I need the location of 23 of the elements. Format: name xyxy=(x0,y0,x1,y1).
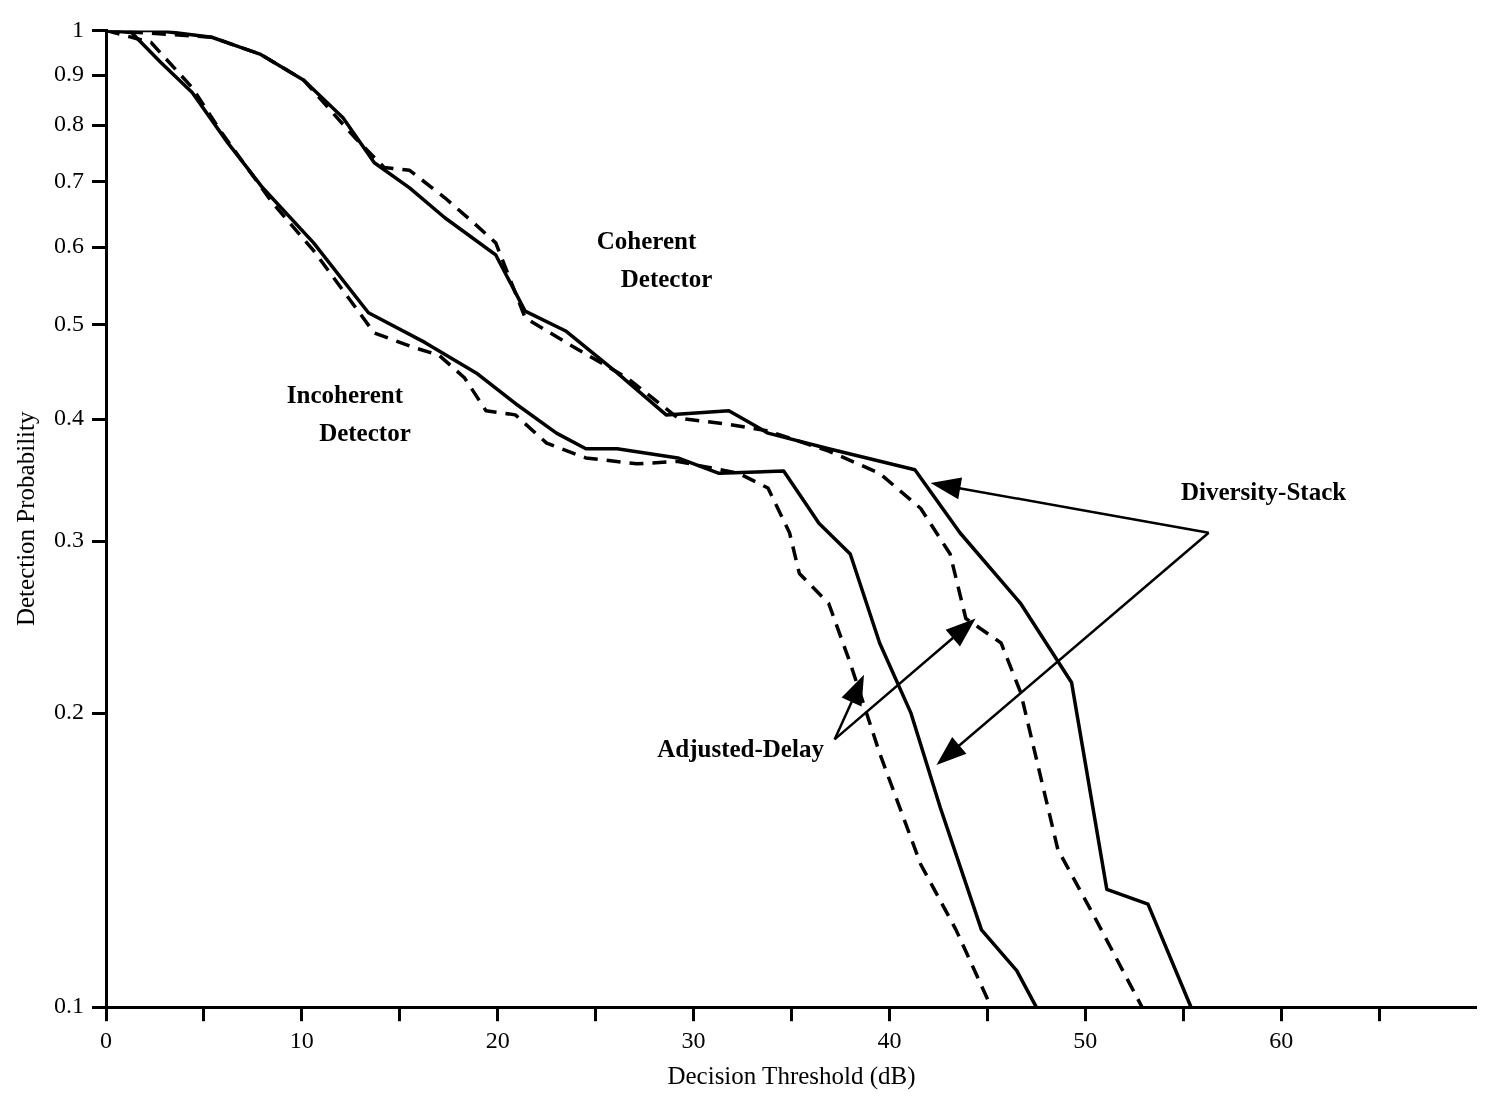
x-tick-label: 30 xyxy=(681,1026,706,1053)
annotation: Diversity-Stack xyxy=(1180,477,1347,505)
x-tick-label: 10 xyxy=(289,1026,314,1053)
y-tick-label: 0.5 xyxy=(54,309,84,336)
x-tick-label: 50 xyxy=(1073,1026,1098,1053)
y-tick-label: 0.2 xyxy=(54,698,84,725)
y-tick-label: 0.9 xyxy=(54,60,84,87)
annotation: Coherent Detector xyxy=(596,226,713,292)
annotation: Adjusted-Delay xyxy=(657,735,825,763)
y-tick-label: 0.7 xyxy=(54,167,84,194)
x-tick-label: 40 xyxy=(877,1026,902,1053)
annotation: Incoherent Detector xyxy=(286,381,411,447)
x-axis-title: Decision Threshold (dB) xyxy=(667,1061,916,1090)
y-tick-label: 0.8 xyxy=(54,110,84,137)
y-axis-title: Detection Probability xyxy=(11,411,39,627)
x-tick-label: 20 xyxy=(485,1026,510,1053)
y-tick-label: 1 xyxy=(72,15,84,42)
y-tick-label: 0.6 xyxy=(54,232,84,259)
x-tick-label: 0 xyxy=(100,1026,112,1053)
x-tick-label: 60 xyxy=(1269,1026,1294,1053)
y-tick-label: 0.4 xyxy=(54,404,84,431)
y-tick-label: 0.3 xyxy=(54,526,84,553)
y-tick-label: 0.1 xyxy=(54,992,84,1019)
